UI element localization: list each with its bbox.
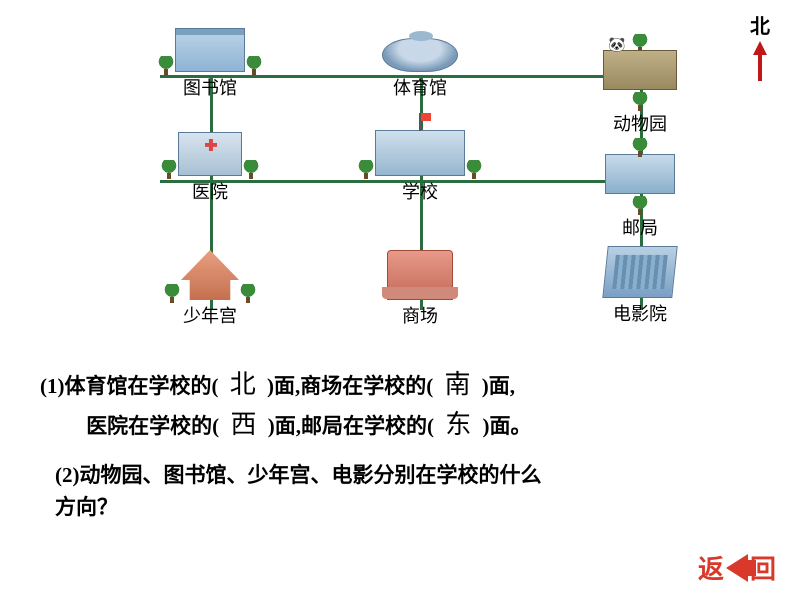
school-building-icon (375, 130, 465, 176)
hospital-building-icon (178, 132, 242, 176)
q1-answer-3: 西 (224, 410, 262, 439)
map-node-hospital: 医院 (160, 132, 260, 204)
compass: 北 (750, 10, 770, 88)
q2-line2: 方向？ (55, 492, 760, 524)
tree-icon (632, 34, 648, 50)
q1-text: )面,商场在学校的( (267, 374, 433, 398)
back-label-left: 返 (698, 549, 724, 586)
map-node-zoo: 动物园 (603, 32, 677, 136)
compass-label: 北 (750, 10, 770, 39)
node-label: 学校 (357, 178, 483, 204)
tree-icon (240, 284, 256, 300)
tree-icon (161, 160, 177, 176)
tree-icon (246, 56, 262, 72)
q2-line1: (2)动物园、图书馆、少年宫、电影分别在学校的什么 (55, 460, 760, 492)
node-label: 图书馆 (157, 74, 263, 100)
q1-text: 医院在学校的( (86, 414, 219, 438)
tree-icon (358, 160, 374, 176)
node-label: 医院 (160, 178, 260, 204)
node-label: 少年宫 (163, 302, 257, 328)
mall-building-icon (387, 250, 453, 300)
q1-answer-1: 北 (224, 370, 262, 399)
back-arrow-icon (726, 554, 748, 582)
location-map: 图书馆 体育馆动物园医院 学校邮局少年宫 商场 电影院 (80, 10, 710, 350)
node-label: 体育馆 (382, 74, 458, 100)
north-arrow-icon (753, 41, 767, 81)
node-label: 商场 (387, 302, 453, 328)
palace-building-icon (181, 250, 239, 300)
map-node-cinema: 电影院 (605, 246, 675, 326)
tree-icon (632, 92, 648, 108)
map-node-palace: 少年宫 (163, 250, 257, 328)
map-node-mall: 商场 (387, 250, 453, 328)
node-label: 动物园 (603, 110, 677, 136)
tree-icon (632, 196, 648, 212)
q1-text: (1)体育馆在学校的( (40, 374, 218, 398)
question-2: (2)动物园、图书馆、少年宫、电影分别在学校的什么 方向？ (55, 460, 760, 523)
node-label: 电影院 (605, 300, 675, 326)
map-node-post: 邮局 (605, 136, 675, 240)
q1-answer-2: 南 (439, 370, 477, 399)
library-building-icon (175, 28, 245, 72)
zoo-building-icon (603, 50, 677, 90)
tree-icon (466, 160, 482, 176)
q1-answer-4: 东 (439, 410, 477, 439)
post-building-icon (605, 154, 675, 194)
q1-text: )面, (482, 374, 515, 398)
cinema-building-icon (602, 246, 677, 298)
q1-text: )面。 (482, 414, 531, 438)
tree-icon (632, 138, 648, 154)
stadium-building-icon (382, 38, 458, 72)
q1-text: )面,邮局在学校的( (268, 414, 434, 438)
back-button[interactable]: 返 回 (698, 549, 776, 586)
question-1: (1)体育馆在学校的( 北 )面,商场在学校的( 南 )面, 医院在学校的( 西… (40, 365, 770, 446)
map-node-stadium: 体育馆 (382, 28, 458, 100)
tree-icon (243, 160, 259, 176)
map-node-school: 学校 (357, 130, 483, 204)
map-node-library: 图书馆 (157, 28, 263, 100)
tree-icon (164, 284, 180, 300)
tree-icon (158, 56, 174, 72)
node-label: 邮局 (605, 214, 675, 240)
